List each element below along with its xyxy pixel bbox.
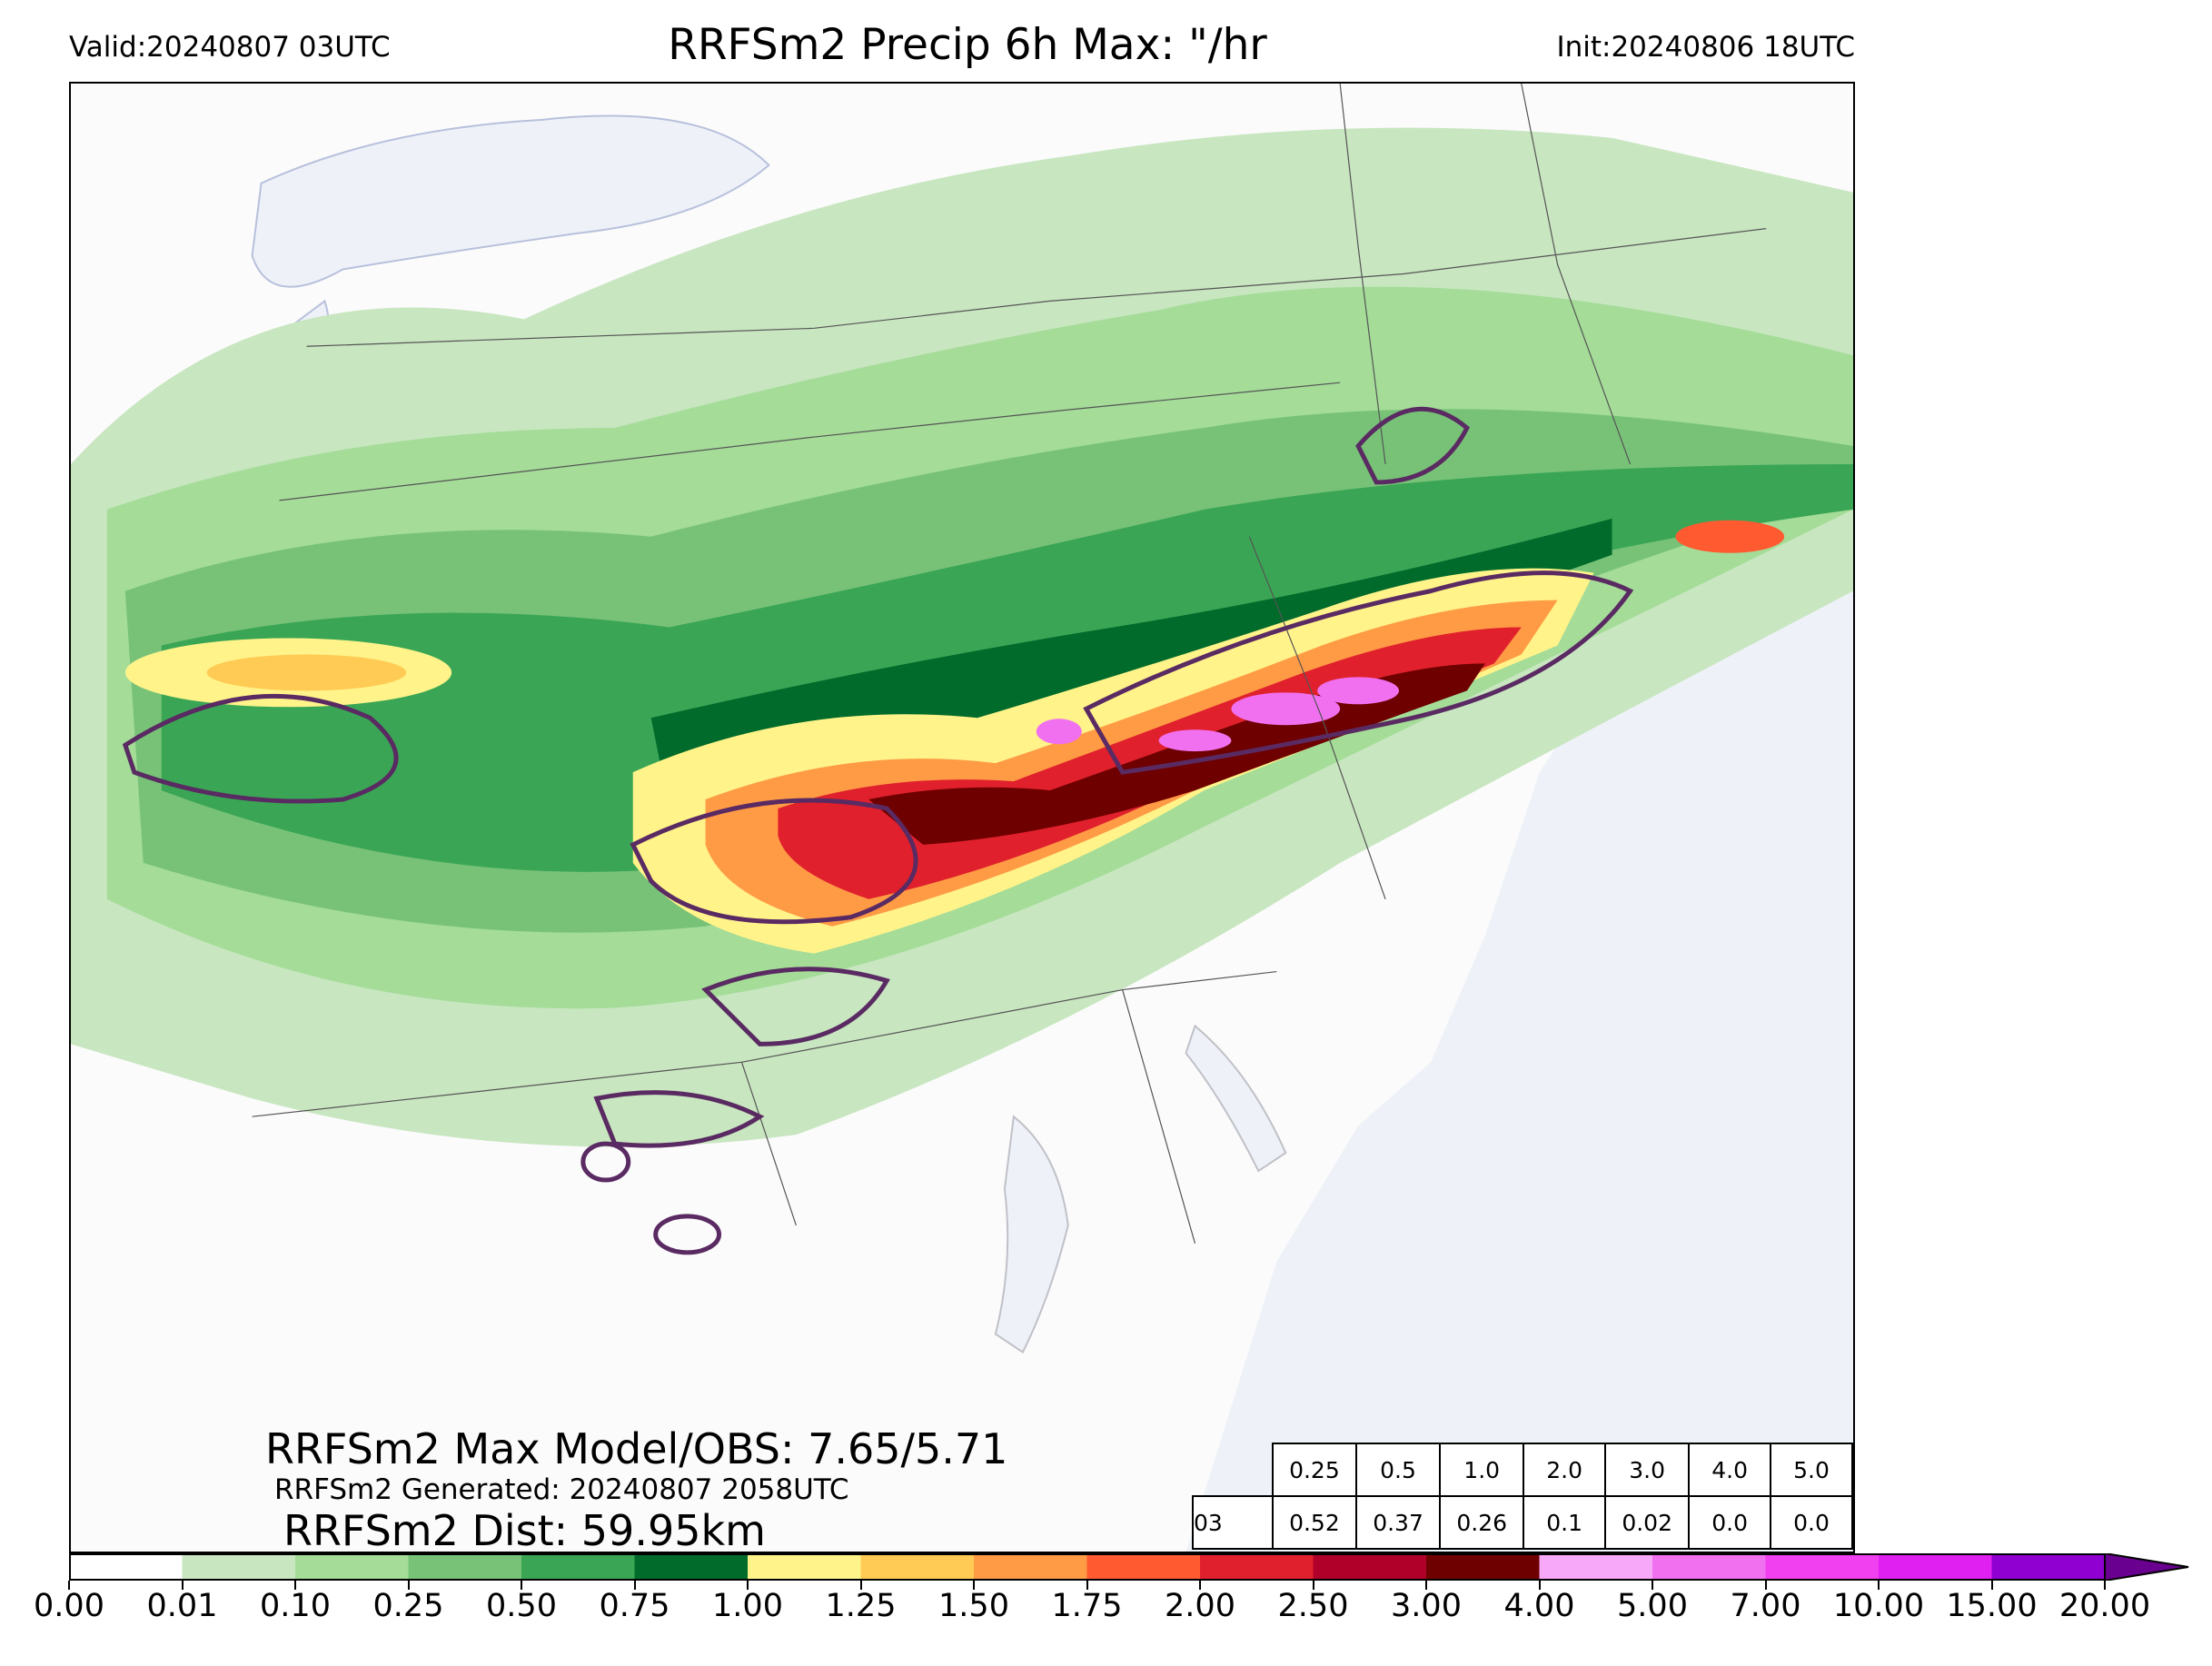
distance: RRFSm2 Dist: 59.95km — [283, 1506, 766, 1553]
threshold-header: 0.25 — [1271, 1443, 1357, 1497]
colorbar-segment — [408, 1553, 522, 1581]
colorbar-tick-label: 15.00 — [1946, 1588, 2038, 1624]
chesapeake-bay — [994, 1115, 1069, 1354]
precip-map[interactable]: RRFSm2 Max Model/OBS: 7.65/5.71 RRFSm2 G… — [69, 82, 1855, 1553]
colorbar-segment — [182, 1553, 296, 1581]
state-borders — [252, 84, 1767, 1245]
colorbar-segment — [295, 1553, 409, 1581]
threshold-header: 1.0 — [1439, 1443, 1525, 1497]
ocean — [1185, 518, 1853, 1552]
colorbar-tick-label: 1.25 — [825, 1588, 897, 1624]
threshold-value: 0.52 — [1271, 1495, 1357, 1550]
colorbar-segment — [1313, 1553, 1427, 1581]
colorbar-tick-label: 3.00 — [1391, 1588, 1462, 1624]
colorbar-tick-label: 2.50 — [1277, 1588, 1349, 1624]
colorbar-segment — [860, 1553, 975, 1581]
colorbar-tick-label: 0.75 — [599, 1588, 670, 1624]
colorbar-tick-mark — [2104, 1581, 2106, 1590]
init-time: Init:20240806 18UTC — [1556, 31, 1855, 64]
threshold-header: 2.0 — [1523, 1443, 1607, 1497]
colorbar-tick-label: 1.50 — [938, 1588, 1009, 1624]
colorbar-tick-label: 0.01 — [146, 1588, 218, 1624]
colorbar-tick-mark — [1990, 1581, 1993, 1590]
colorbar-tick-mark — [1538, 1581, 1541, 1590]
threshold-value: 0.0 — [1688, 1495, 1772, 1550]
colorbar-tick-label: 1.00 — [712, 1588, 783, 1624]
colorbar-segment — [521, 1553, 635, 1581]
core-ne-red — [1675, 520, 1785, 553]
core-pink-2 — [1317, 677, 1400, 705]
colorbar-tick-mark — [973, 1581, 975, 1590]
threshold-value-row: 03 0.52 0.37 0.26 0.1 0.02 0.0 0.0 — [1192, 1495, 1853, 1550]
colorbar-tick-label: 0.10 — [260, 1588, 331, 1624]
colorbar-ticks: 0.00 0.01 0.10 0.25 0.50 0.75 1.00 1.25 1.50 1.75… — [0, 1588, 2212, 1642]
obs-contours — [122, 406, 1634, 1255]
colorbar-tick-label: 5.00 — [1617, 1588, 1688, 1624]
core-pink-1 — [1231, 692, 1341, 726]
chart-title: RRFSm2 Precip 6h Max: "/hr — [668, 20, 1267, 70]
colorbar-outline — [69, 1553, 2106, 1581]
colorbar-tick-mark — [1312, 1581, 1314, 1590]
colorbar-tick-label: 0.25 — [372, 1588, 444, 1624]
colorbar-tick-mark — [1878, 1581, 1880, 1590]
threshold-value: 0.02 — [1604, 1495, 1691, 1550]
threshold-header: 3.0 — [1604, 1443, 1691, 1497]
colorbar-segment — [1426, 1553, 1540, 1581]
colorbar-tick-mark — [633, 1581, 636, 1590]
threshold-header: 5.0 — [1770, 1443, 1853, 1497]
colorbar-tick-mark — [521, 1581, 522, 1590]
colorbar-tick-mark — [1652, 1581, 1653, 1590]
max-model-obs: RRFSm2 Max Model/OBS: 7.65/5.71 — [265, 1424, 1008, 1473]
core-pink-3 — [1036, 719, 1082, 745]
core-orange-west — [206, 654, 407, 691]
colorbar-segment — [748, 1553, 861, 1581]
threshold-value: 0.0 — [1770, 1495, 1853, 1550]
colorbar-segment — [1200, 1553, 1314, 1581]
map-canvas — [71, 84, 1853, 1552]
lake-ontario — [251, 114, 770, 288]
colorbar-segment — [1539, 1553, 1653, 1581]
colorbar — [69, 1553, 2189, 1581]
colorbar-tick-label: 10.00 — [1832, 1588, 1925, 1624]
colorbar-segment — [1879, 1553, 1992, 1581]
row-label: 03 — [1192, 1495, 1274, 1550]
valid-time: Valid:20240807 03UTC — [69, 31, 391, 64]
threshold-header: 4.0 — [1688, 1443, 1772, 1497]
colorbar-tick-label: 20.00 — [2058, 1588, 2151, 1624]
colorbar-tick-mark — [68, 1581, 70, 1590]
core-pink-4 — [1158, 729, 1232, 752]
table-corner — [1193, 1443, 1273, 1496]
colorbar-segment — [1765, 1553, 1880, 1581]
threshold-header: 0.5 — [1354, 1443, 1442, 1497]
colorbar-tick-mark — [181, 1581, 184, 1590]
colorbar-tick-mark — [747, 1581, 749, 1590]
colorbar-tick-mark — [1086, 1581, 1088, 1590]
colorbar-tick-label: 0.50 — [486, 1588, 557, 1624]
colorbar-segment — [69, 1553, 183, 1581]
colorbar-tick-mark — [859, 1581, 862, 1590]
delaware-bay — [1185, 1024, 1287, 1173]
colorbar-tick-label: 7.00 — [1730, 1588, 1801, 1624]
colorbar-tick-mark — [294, 1581, 296, 1590]
colorbar-tick-mark — [1199, 1581, 1201, 1590]
colorbar-tick-mark — [407, 1581, 410, 1590]
colorbar-segment — [1991, 1553, 2106, 1581]
colorbar-segment — [974, 1553, 1087, 1581]
colorbar-tick-label: 0.00 — [34, 1588, 104, 1624]
threshold-value: 0.1 — [1523, 1495, 1607, 1550]
colorbar-tick-mark — [1425, 1581, 1427, 1590]
threshold-table: 0.25 0.5 1.0 2.0 3.0 4.0 5.0 03 0.52 0.3… — [1192, 1443, 1853, 1550]
generated-time: RRFSm2 Generated: 20240807 2058UTC — [274, 1473, 849, 1506]
threshold-value: 0.37 — [1354, 1495, 1442, 1550]
colorbar-extend-arrow — [2104, 1553, 2189, 1581]
colorbar-tick-label: 1.75 — [1051, 1588, 1123, 1624]
colorbar-tick-label: 4.00 — [1503, 1588, 1575, 1624]
colorbar-tick-mark — [1764, 1581, 1767, 1590]
threshold-value: 0.26 — [1439, 1495, 1525, 1550]
threshold-header-row: 0.25 0.5 1.0 2.0 3.0 4.0 5.0 — [1193, 1443, 1853, 1497]
colorbar-segment — [1086, 1553, 1201, 1581]
colorbar-segment — [1652, 1553, 1766, 1581]
colorbar-tick-label: 2.00 — [1165, 1588, 1235, 1624]
colorbar-segment — [634, 1553, 749, 1581]
